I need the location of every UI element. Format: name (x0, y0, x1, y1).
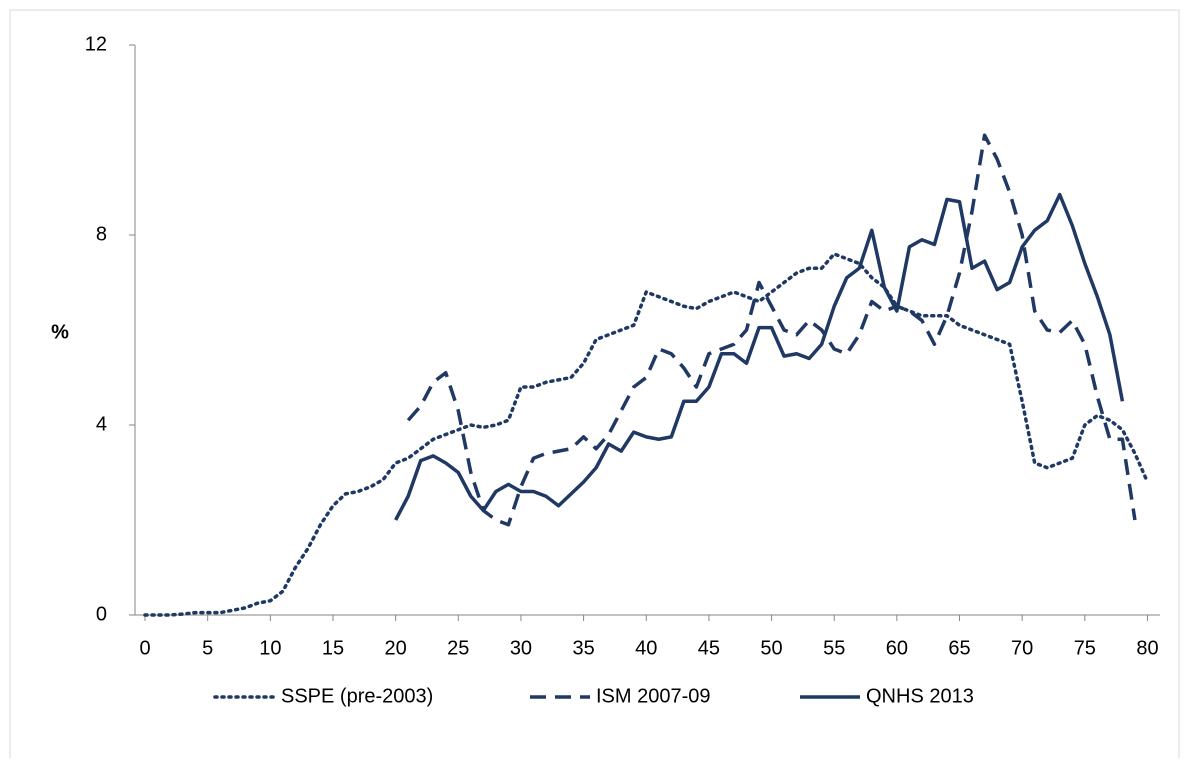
y-tick-label: 12 (85, 33, 107, 55)
x-tick-label: 0 (139, 637, 150, 659)
y-tick-label: 8 (96, 223, 107, 245)
x-tick-label: 80 (1136, 637, 1158, 659)
chart-frame (9, 9, 1180, 763)
x-tick-label: 45 (698, 637, 720, 659)
x-tick-label: 5 (202, 637, 213, 659)
legend-label: QNHS 2013 (866, 685, 974, 707)
x-tick-label: 40 (635, 637, 657, 659)
x-tick-label: 25 (447, 637, 469, 659)
x-tick-label: 60 (886, 637, 908, 659)
series-line (394, 192, 1125, 521)
y-tick-label: 4 (96, 413, 107, 435)
x-tick-label: 50 (760, 637, 782, 659)
y-axis-label: % (51, 321, 69, 343)
x-tick-label: 70 (1011, 637, 1033, 659)
x-tick-label: 75 (1074, 637, 1096, 659)
x-tick-label: 55 (823, 637, 845, 659)
series-line (143, 252, 1150, 617)
x-tick-label: 65 (948, 637, 970, 659)
x-tick-label: 10 (259, 637, 281, 659)
x-tick-label: 15 (322, 637, 344, 659)
x-tick-label: 35 (572, 637, 594, 659)
series-line (406, 133, 1137, 527)
legend-label: SSPE (pre-2003) (281, 685, 433, 707)
x-tick-label: 30 (510, 637, 532, 659)
y-tick-label: 0 (96, 603, 107, 625)
legend-label: ISM 2007-09 (596, 685, 711, 707)
x-tick-label: 20 (385, 637, 407, 659)
